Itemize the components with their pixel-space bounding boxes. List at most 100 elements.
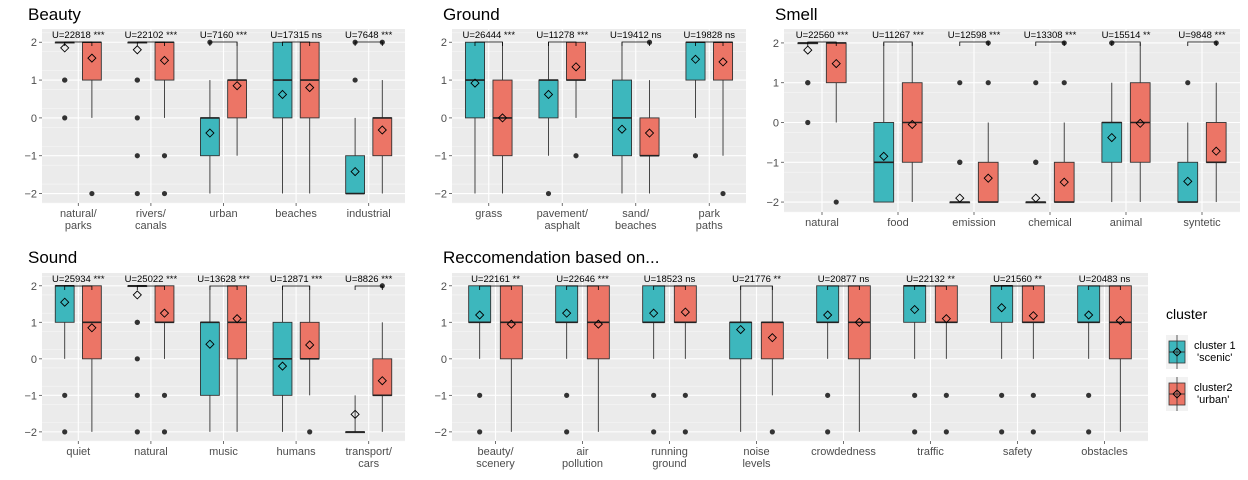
x-tick-label: humans xyxy=(277,446,317,458)
mean-marker-cluster1 xyxy=(470,78,480,88)
box-cluster2 xyxy=(1053,161,1075,203)
mean-marker-cluster1 xyxy=(997,303,1007,313)
x-tick-label: beaches xyxy=(615,220,657,232)
category-music: music U=13628 *** xyxy=(197,273,250,458)
mean-marker-cluster2 xyxy=(1135,118,1145,128)
significance-annotation: U=8826 *** xyxy=(345,274,393,285)
y-tick-label: 2 xyxy=(31,37,37,49)
x-tick-label: paths xyxy=(696,220,723,232)
category-emission: emission U=12598 *** xyxy=(948,29,1001,229)
significance-bracket xyxy=(740,285,773,290)
significance-annotation: U=22161 ** xyxy=(471,274,520,285)
outlier-point-cluster2 xyxy=(720,190,726,197)
mean-marker-cluster2 xyxy=(232,81,242,91)
y-tick-label: −2 xyxy=(766,197,779,209)
legend: cluster cluster 1 'scenic' cluster2 'urb… xyxy=(1166,306,1236,411)
outlier-point-cluster2 xyxy=(943,429,949,435)
significance-annotation: U=17315 ns xyxy=(270,30,322,41)
mean-marker-cluster2 xyxy=(767,333,777,343)
y-tick-label: 1 xyxy=(31,75,37,87)
outlier-point-cluster1 xyxy=(1086,392,1092,398)
significance-annotation: U=22818 *** xyxy=(52,30,105,41)
mean-marker-cluster1 xyxy=(60,297,70,307)
box-cluster1 xyxy=(816,285,840,323)
outlier-point-cluster1 xyxy=(477,392,483,398)
significance-bracket xyxy=(1035,41,1065,46)
significance-bracket xyxy=(807,41,837,46)
significance-annotation: U=18523 ns xyxy=(644,274,696,285)
category-obstacles: obstacles U=20483 ns xyxy=(1077,273,1132,458)
outlier-point-cluster2 xyxy=(161,190,168,197)
outlier-point-cluster2 xyxy=(573,153,579,159)
x-tick-label: emission xyxy=(952,217,995,229)
panel-background xyxy=(784,29,1240,212)
significance-annotation: U=21560 ** xyxy=(993,274,1042,285)
box-cluster2 xyxy=(673,285,697,323)
significance-bracket xyxy=(695,41,724,46)
x-tick-label: sand/ xyxy=(622,208,650,220)
box-cluster2 xyxy=(154,41,175,81)
outlier-point-cluster1 xyxy=(564,429,570,435)
panel-title: Ground xyxy=(443,5,500,24)
significance-bracket xyxy=(1088,285,1121,290)
box-cluster2 xyxy=(934,285,958,323)
significance-annotation: U=22132 ** xyxy=(906,274,955,285)
significance-annotation: U=21776 ** xyxy=(732,274,781,285)
outlier-point-cluster1 xyxy=(62,77,68,83)
outlier-point-cluster1 xyxy=(564,392,570,398)
x-tick-label: syntetic xyxy=(1183,217,1221,229)
outlier-point-cluster1 xyxy=(1033,80,1039,86)
box-cluster1 xyxy=(1077,285,1101,323)
mean-marker-cluster1 xyxy=(955,193,965,203)
outlier-point-cluster1 xyxy=(1033,159,1039,165)
significance-annotation: U=12598 *** xyxy=(948,30,1001,41)
y-tick-label: 1 xyxy=(31,317,37,329)
outlier-point-cluster1 xyxy=(134,319,140,325)
outlier-point-cluster2 xyxy=(1061,80,1067,86)
panel-title: Beauty xyxy=(28,5,81,24)
x-tick-label: natural/ xyxy=(60,208,98,220)
mean-marker-cluster2 xyxy=(159,55,170,66)
box-cluster1 xyxy=(54,285,75,323)
x-tick-label: scenery xyxy=(476,458,515,470)
legend-title: cluster xyxy=(1166,306,1208,322)
significance-bracket xyxy=(64,285,93,290)
mean-marker-cluster1 xyxy=(350,409,360,419)
significance-bracket xyxy=(883,41,913,46)
box-cluster2 xyxy=(566,41,587,81)
box-cluster1 xyxy=(903,285,927,323)
significance-annotation: U=7648 *** xyxy=(345,30,393,41)
mean-marker-cluster2 xyxy=(983,173,993,183)
x-tick-label: chemical xyxy=(1028,217,1071,229)
mean-marker-cluster1 xyxy=(350,166,360,177)
outlier-point-cluster1 xyxy=(477,429,483,435)
box-cluster2 xyxy=(1021,285,1045,323)
outlier-point-cluster2 xyxy=(307,429,313,435)
x-tick-label: music xyxy=(209,446,238,458)
legend-item-cluster1: cluster 1 'scenic' xyxy=(1166,335,1236,369)
outlier-point-cluster2 xyxy=(1030,392,1036,398)
box-cluster2 xyxy=(825,42,847,84)
mean-marker-cluster1 xyxy=(823,310,833,320)
outlier-point-cluster2 xyxy=(89,190,95,197)
x-tick-label: parks xyxy=(65,220,92,232)
significance-bracket xyxy=(282,41,311,46)
y-tick-label: −2 xyxy=(434,427,447,439)
category-animal: animal U=15514 ** xyxy=(1101,29,1151,229)
panel-reccomendation-based-on: Reccomendation based on... −2 −1 0 1 2 beauty/… xyxy=(434,248,1148,470)
mean-marker-cluster1 xyxy=(1031,193,1041,203)
box-cluster2 xyxy=(760,321,784,360)
y-tick-label: −2 xyxy=(434,189,447,201)
mean-marker-cluster2 xyxy=(1059,177,1069,187)
y-tick-label: −1 xyxy=(24,390,37,402)
y-tick-label: −2 xyxy=(24,427,37,439)
outlier-point-cluster1 xyxy=(62,392,68,398)
y-tick-label: 2 xyxy=(441,281,447,293)
legend-label-cluster1-line1: cluster 1 xyxy=(1194,340,1236,352)
outlier-point-cluster1 xyxy=(134,356,140,362)
category-pavement-asphalt: pavement/asphalt U=11278 *** xyxy=(536,29,589,232)
x-tick-label: ground xyxy=(652,458,686,470)
outlier-point-cluster1 xyxy=(692,153,699,159)
significance-bracket xyxy=(621,41,650,46)
